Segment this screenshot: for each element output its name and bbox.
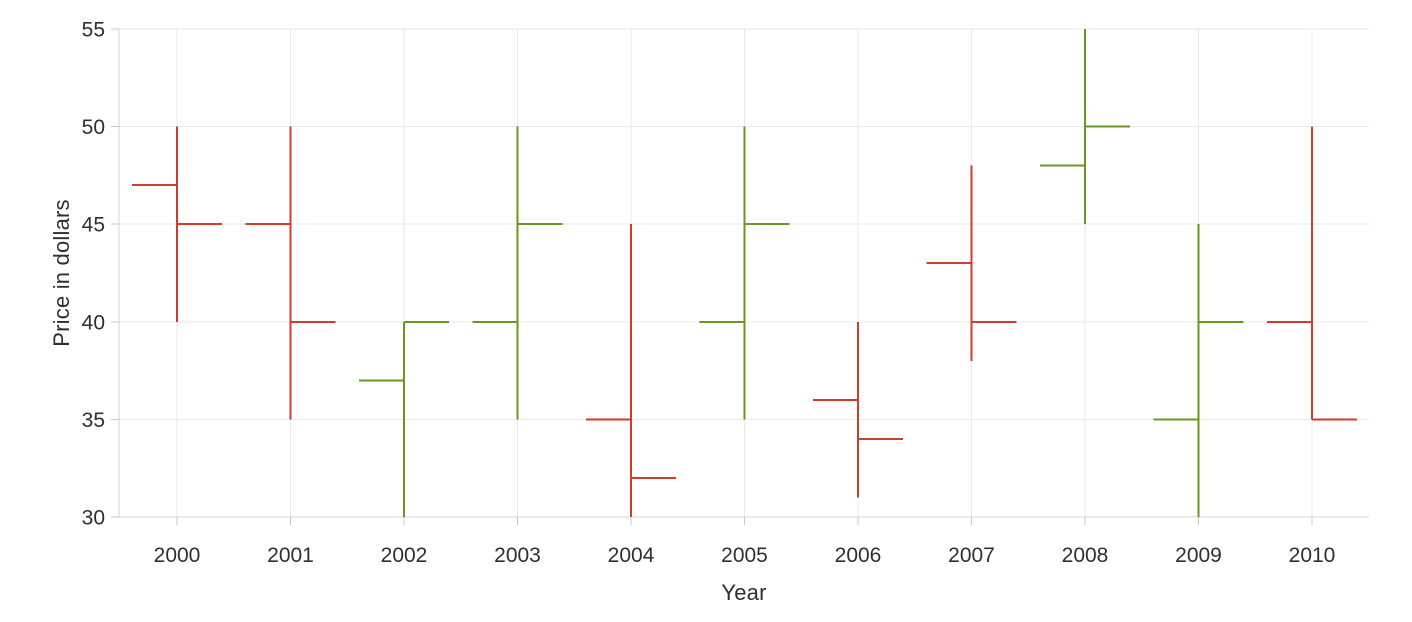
ohlc-bar-2008 xyxy=(1040,29,1130,225)
x-tick-label: 2004 xyxy=(608,544,655,567)
ohlc-bar-2007 xyxy=(926,165,1017,361)
x-tick-label: 2005 xyxy=(721,544,768,567)
ohlc-series xyxy=(132,29,1357,517)
ohlc-bar-2005 xyxy=(699,126,790,420)
y-tick-label: 45 xyxy=(82,214,105,237)
ohlc-bar-2001 xyxy=(245,126,336,420)
y-tick-label: 50 xyxy=(82,116,105,139)
ohlc-bar-2010 xyxy=(1267,126,1357,421)
x-tick-label: 2008 xyxy=(1062,544,1109,567)
y-axis-title: Price in dollars xyxy=(49,199,74,347)
x-tick-label: 2007 xyxy=(948,544,995,567)
ohlc-bar-2009 xyxy=(1153,224,1244,517)
y-tick-label: 35 xyxy=(82,409,105,432)
x-tick-label: 2002 xyxy=(381,544,428,567)
x-axis-title: Year xyxy=(721,580,767,605)
ohlc-bar-2003 xyxy=(472,126,563,420)
y-tick-label: 30 xyxy=(82,507,105,530)
y-axis-ticks: 30 35 40 45 50 55 xyxy=(82,19,119,530)
y-tick-label: 40 xyxy=(82,311,105,334)
x-tick-label: 2009 xyxy=(1175,544,1222,567)
x-tick-label: 2001 xyxy=(267,544,314,567)
x-tick-label: 2000 xyxy=(154,544,201,567)
x-tick-label: 2010 xyxy=(1289,544,1336,567)
ohlc-bar-2006 xyxy=(813,321,903,498)
y-tick-label: 55 xyxy=(82,19,105,42)
x-axis-ticks: 2000 2001 2002 2003 2004 2005 2006 2007 2008 2009… xyxy=(154,517,1336,567)
ohlc-bar-2002 xyxy=(359,320,449,517)
x-tick-label: 2006 xyxy=(835,544,882,567)
x-tick-label: 2003 xyxy=(494,544,541,567)
ohlc-bar-2000 xyxy=(132,126,222,322)
ohlc-bar-2004 xyxy=(586,224,676,517)
